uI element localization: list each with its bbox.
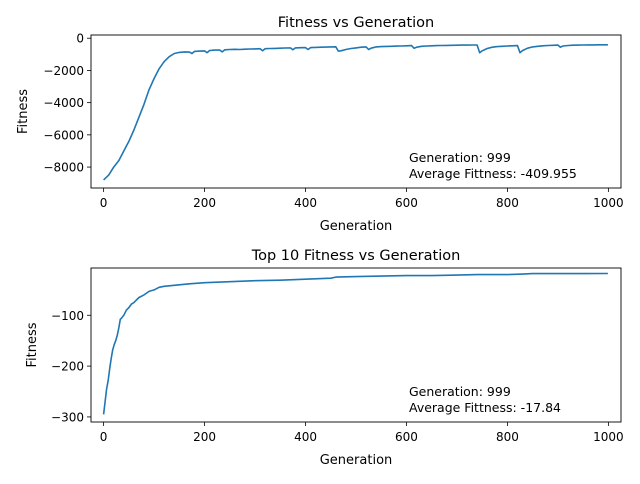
y-tick-label: −8000 bbox=[43, 161, 84, 175]
x-tick-label: 600 bbox=[395, 430, 418, 444]
y-axis-label: Fitness bbox=[25, 322, 40, 367]
series-line bbox=[102, 272, 608, 415]
x-tick-label: 1000 bbox=[593, 430, 624, 444]
annotation-text: Generation: 999 bbox=[409, 150, 511, 165]
series-line bbox=[103, 43, 608, 181]
x-tick-label: 400 bbox=[294, 196, 317, 210]
chart-title: Fitness vs Generation bbox=[278, 15, 434, 31]
y-tick-label: −100 bbox=[51, 309, 84, 323]
annotation-text: Average Fittness: -17.84 bbox=[409, 400, 561, 415]
y-tick-label: −2000 bbox=[43, 64, 84, 78]
x-tick-label: 0 bbox=[100, 430, 108, 444]
annotation-text: Average Fittness: -409.955 bbox=[409, 166, 577, 181]
y-tick-label: 0 bbox=[76, 32, 84, 46]
plot-frame bbox=[90, 34, 622, 189]
x-axis-label: Generation bbox=[320, 219, 393, 234]
y-tick-label: −200 bbox=[51, 360, 84, 374]
x-axis-label: Generation bbox=[320, 453, 393, 468]
plot-frame bbox=[90, 267, 622, 423]
annotation-text: Generation: 999 bbox=[409, 384, 511, 399]
y-tick-label: −6000 bbox=[43, 128, 84, 142]
chart-panel-2: Top 10 Fitness vs Generation 0 200 400 600 80… bbox=[25, 248, 624, 468]
chart-panel-1: Fitness vs Generation 0 200 400 600 800 1000 0 −… bbox=[16, 15, 624, 234]
x-tick-label: 1000 bbox=[593, 196, 624, 210]
chart-title: Top 10 Fitness vs Generation bbox=[251, 248, 461, 264]
x-tick-label: 400 bbox=[294, 430, 317, 444]
x-tick-label: 600 bbox=[395, 196, 418, 210]
x-tick-label: 0 bbox=[100, 196, 108, 210]
y-tick-label: −4000 bbox=[43, 96, 84, 110]
x-tick-label: 200 bbox=[193, 196, 216, 210]
y-tick-label: −300 bbox=[51, 410, 84, 424]
x-tick-label: 800 bbox=[496, 430, 519, 444]
x-tick-label: 800 bbox=[496, 196, 519, 210]
y-axis-label: Fitness bbox=[16, 89, 31, 134]
x-tick-label: 200 bbox=[193, 430, 216, 444]
